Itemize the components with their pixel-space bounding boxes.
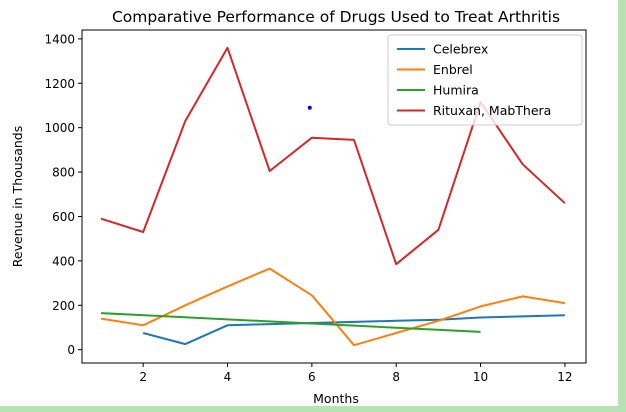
series-line-humira — [100, 312, 481, 333]
legend: Celebrex Enbrel Humira Rituxan, MabThera — [387, 34, 583, 126]
legend-label-celebrex: Celebrex — [433, 42, 488, 57]
x-tick-label-6: 6 — [308, 370, 316, 384]
series-line-enbrel — [100, 267, 566, 347]
line-chart: Comparative Performance of Drugs Used to… — [10, 8, 587, 406]
y-tick-label-800: 800 — [52, 166, 75, 180]
window-edge-bottom — [0, 406, 626, 412]
y-tick-label-600: 600 — [52, 210, 75, 224]
y-tick-label-400: 400 — [52, 254, 75, 268]
y-tick-label-1400: 1400 — [44, 32, 75, 46]
series-line-celebrex — [142, 314, 565, 346]
y-tick-label-1000: 1000 — [44, 121, 75, 135]
chart-title: Comparative Performance of Drugs Used to… — [112, 8, 560, 26]
y-tick-label-1200: 1200 — [44, 77, 75, 91]
x-axis-label: Months — [313, 391, 359, 406]
x-tick-label-4: 4 — [224, 370, 232, 384]
annotation-point-0 — [307, 105, 312, 110]
x-tick-label-12: 12 — [557, 370, 572, 384]
legend-box — [387, 34, 583, 126]
x-tick-label-2: 2 — [139, 370, 147, 384]
y-tick-label-200: 200 — [52, 299, 75, 313]
x-tick-label-8: 8 — [392, 370, 400, 384]
y-tick-label-0: 0 — [67, 343, 75, 357]
y-axis-label: Revenue in Thousands — [10, 126, 25, 267]
x-tick-label-10: 10 — [473, 370, 488, 384]
plot-area-frame — [81, 29, 587, 364]
window-edge-right — [618, 0, 626, 412]
legend-label-humira: Humira — [433, 83, 479, 98]
legend-label-enbrel: Enbrel — [433, 62, 473, 77]
legend-label-rituxan-mabthera: Rituxan, MabThera — [433, 103, 551, 118]
